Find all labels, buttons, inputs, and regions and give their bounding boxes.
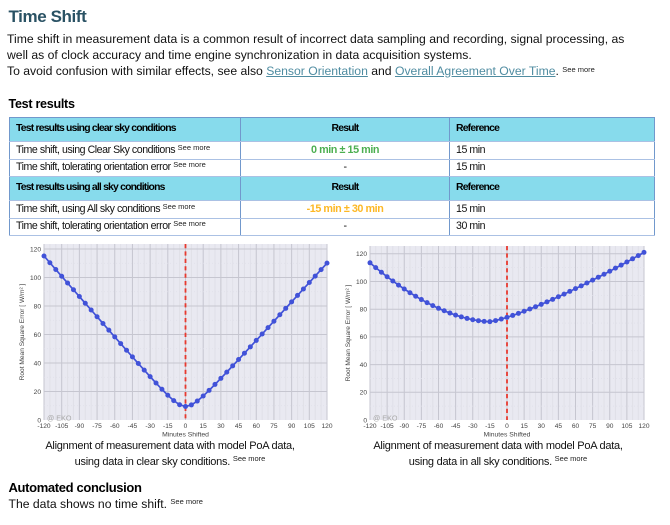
svg-text:-15: -15 (485, 423, 495, 430)
svg-text:120: 120 (30, 246, 41, 253)
svg-text:-45: -45 (128, 423, 138, 430)
svg-text:-105: -105 (55, 423, 69, 430)
svg-text:120: 120 (321, 423, 332, 430)
svg-text:60: 60 (572, 423, 580, 430)
svg-text:Minutes Shifted: Minutes Shifted (484, 432, 531, 438)
svg-text:-120: -120 (37, 423, 51, 430)
svg-text:15: 15 (520, 423, 528, 430)
svg-text:40: 40 (34, 360, 42, 367)
svg-text:30: 30 (217, 423, 225, 430)
svg-text:80: 80 (34, 303, 42, 310)
svg-text:80: 80 (360, 307, 368, 314)
svg-text:105: 105 (304, 423, 315, 430)
svg-text:-105: -105 (381, 423, 395, 430)
svg-text:-75: -75 (92, 423, 102, 430)
svg-text:60: 60 (34, 332, 42, 339)
svg-text:-45: -45 (451, 423, 461, 430)
svg-text:20: 20 (34, 389, 42, 396)
svg-text:-75: -75 (417, 423, 427, 430)
svg-text:@ EKO: @ EKO (373, 414, 398, 423)
svg-text:100: 100 (356, 279, 367, 286)
svg-text:0: 0 (363, 417, 367, 424)
svg-text:75: 75 (270, 423, 278, 430)
svg-text:@ EKO: @ EKO (47, 414, 72, 423)
svg-text:120: 120 (356, 251, 367, 258)
svg-text:20: 20 (360, 390, 368, 397)
svg-text:-90: -90 (75, 423, 85, 430)
svg-text:60: 60 (253, 423, 261, 430)
svg-text:-30: -30 (468, 423, 478, 430)
svg-text:30: 30 (538, 423, 546, 430)
svg-text:0: 0 (505, 423, 509, 430)
svg-text:-15: -15 (163, 423, 173, 430)
svg-text:45: 45 (555, 423, 563, 430)
svg-text:Root Mean Square Error [ W/m²: Root Mean Square Error [ W/m² ] (345, 284, 352, 381)
svg-text:60: 60 (360, 334, 368, 341)
svg-text:-90: -90 (399, 423, 409, 430)
svg-text:45: 45 (235, 423, 243, 430)
svg-text:75: 75 (589, 423, 597, 430)
svg-text:100: 100 (30, 275, 41, 282)
svg-text:0: 0 (37, 417, 41, 424)
svg-text:Root Mean Square Error [ W/m²: Root Mean Square Error [ W/m² ] (19, 283, 26, 380)
svg-text:15: 15 (200, 423, 208, 430)
svg-text:-30: -30 (145, 423, 155, 430)
svg-text:90: 90 (288, 423, 296, 430)
svg-text:-60: -60 (434, 423, 444, 430)
svg-text:120: 120 (638, 423, 649, 430)
svg-text:-60: -60 (110, 423, 120, 430)
svg-text:-120: -120 (363, 423, 377, 430)
svg-text:40: 40 (360, 362, 368, 369)
svg-text:0: 0 (184, 423, 188, 430)
svg-text:105: 105 (621, 423, 632, 430)
svg-text:Minutes Shifted: Minutes Shifted (162, 432, 209, 438)
svg-text:90: 90 (606, 423, 614, 430)
